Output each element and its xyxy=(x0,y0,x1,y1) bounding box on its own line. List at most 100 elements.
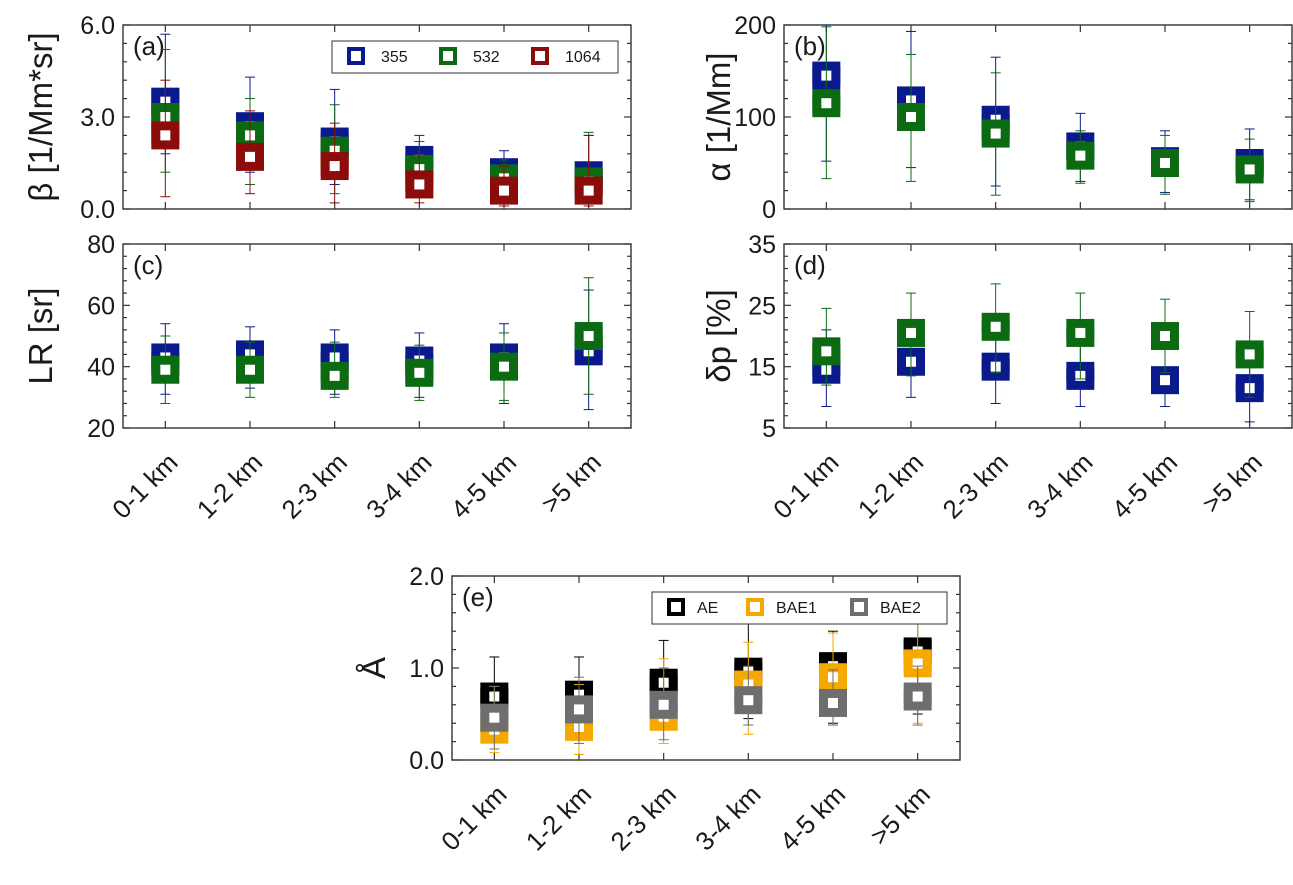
panel-d-category-label: 3-4 km xyxy=(1021,447,1098,524)
median-marker-center xyxy=(1160,331,1170,341)
panel-d-box-532 xyxy=(1151,298,1179,374)
panel-e-category-label: 3-4 km xyxy=(689,779,766,856)
panel-c-box-532 xyxy=(320,341,349,398)
panel-e-box-BAE2 xyxy=(819,669,847,726)
panel-b-ytick-label: 200 xyxy=(734,12,776,40)
legend-a-swatch-1064 xyxy=(531,47,549,65)
median-marker-center xyxy=(743,695,754,706)
panel-a-ytick-label: 3.0 xyxy=(80,104,115,132)
panel-a-ytick-label: 0.0 xyxy=(80,196,115,224)
panel-d-ylabel: δp [%] xyxy=(700,289,737,383)
panel-d-ytick-label: 5 xyxy=(762,415,776,443)
legend-a: 355 532 1064 xyxy=(331,40,619,74)
panel-d-category-label: 2-3 km xyxy=(937,447,1014,524)
median-marker-center xyxy=(990,321,1001,332)
panel-b-box-532 xyxy=(1151,134,1179,195)
panel-b-ytick-label: 100 xyxy=(734,104,776,132)
legend-e-swatch-bae1 xyxy=(746,598,764,616)
median-marker-center xyxy=(499,185,509,196)
panel-d-category-label: 1-2 km xyxy=(852,447,929,524)
panel-b-box-532 xyxy=(1235,138,1264,203)
median-marker-center xyxy=(245,151,255,162)
panel-c-category-label: 2-3 km xyxy=(276,447,353,524)
panel-a-box-1064 xyxy=(490,165,518,207)
panel-e-box-BAE1 xyxy=(903,621,932,724)
legend-e-swatch-bae2 xyxy=(850,598,868,616)
panel-b-box-532 xyxy=(897,53,925,182)
panel-d-label: (d) xyxy=(794,250,826,280)
panel-e-box-BAE2 xyxy=(903,665,932,726)
panel-d-category-label: 0-1 km xyxy=(767,447,844,524)
panel-c-category-label: >5 km xyxy=(535,447,607,519)
panel-e-box-BAE2 xyxy=(734,665,763,726)
median-marker-center xyxy=(414,179,425,190)
median-marker-center xyxy=(1075,150,1086,161)
panel-d-frame xyxy=(783,243,1293,429)
panel-c-box-532 xyxy=(151,335,180,404)
median-marker-center xyxy=(583,331,594,341)
panel-c-category-label: 1-2 km xyxy=(191,447,268,524)
panel-d-box-355 xyxy=(1151,347,1179,408)
panel-c-label: (c) xyxy=(133,250,163,280)
legend-a-label-1064: 1064 xyxy=(565,49,601,66)
panel-e-ytick-label: 2.0 xyxy=(409,563,444,591)
panel-e-category-label: 1-2 km xyxy=(520,779,597,856)
legend-e: AE BAE1 BAE2 xyxy=(651,591,948,625)
panel-e-box-BAE2 xyxy=(649,667,678,741)
legend-a-swatch-355 xyxy=(347,47,365,65)
median-marker-center xyxy=(160,130,171,141)
median-marker-center xyxy=(1160,375,1170,386)
median-marker-center xyxy=(821,98,832,109)
panel-e-ytick-label: 0.0 xyxy=(409,747,444,775)
panel-c-frame xyxy=(122,243,632,429)
median-marker-center xyxy=(329,161,340,172)
median-marker-center xyxy=(245,364,255,375)
panel-c-ytick-label: 60 xyxy=(87,292,115,320)
panel-b-ytick-label: 0 xyxy=(762,196,776,224)
median-marker-center xyxy=(906,327,916,338)
median-marker-center xyxy=(906,112,916,122)
panel-b-label: (b) xyxy=(794,31,826,61)
panel-c-box-532 xyxy=(236,341,264,398)
panel-e-category-label: 4-5 km xyxy=(774,779,851,856)
median-marker-center xyxy=(990,128,1001,139)
legend-e-label-bae2: BAE2 xyxy=(880,600,921,617)
median-marker-center xyxy=(329,370,340,381)
panel-e-box-BAE2 xyxy=(565,676,593,744)
median-marker-center xyxy=(1160,158,1170,168)
median-marker-center xyxy=(912,658,923,669)
panel-e-ytick-label: 1.0 xyxy=(409,655,444,683)
panel-a-box-1064 xyxy=(151,79,180,198)
panel-b-box-532 xyxy=(981,72,1010,196)
median-marker-center xyxy=(414,367,425,378)
legend-a-frame xyxy=(331,40,619,74)
panel-e-category-label: 0-1 km xyxy=(435,779,512,856)
median-marker-center xyxy=(821,346,832,357)
panel-c-ytick-label: 20 xyxy=(87,415,115,443)
panel-a-box-1064 xyxy=(405,153,434,204)
panel-d-box-532 xyxy=(1235,310,1264,398)
panel-e-category-label: >5 km xyxy=(864,779,936,851)
panel-e-label: (e) xyxy=(462,582,494,612)
panel-c-category-label: 3-4 km xyxy=(360,447,437,524)
panel-c-category-label: 4-5 km xyxy=(445,447,522,524)
panel-d-ytick-label: 15 xyxy=(748,354,776,382)
panel-c-box-532 xyxy=(574,277,603,395)
legend-a-swatch-532 xyxy=(439,47,457,65)
panel-b-box-532 xyxy=(812,26,841,180)
legend-e-label-ae: AE xyxy=(697,600,718,617)
panel-a-ylabel: β [1/Mm*sr] xyxy=(22,32,59,201)
median-marker-center xyxy=(489,712,500,723)
panel-a-ytick-label: 6.0 xyxy=(80,12,115,40)
legend-e-label-bae1: BAE1 xyxy=(776,600,817,617)
panel-e-box-BAE2 xyxy=(480,685,509,750)
panel-c-category-label: 0-1 km xyxy=(106,447,183,524)
median-marker-center xyxy=(912,691,923,702)
median-marker-center xyxy=(499,361,509,372)
panel-d-ytick-label: 35 xyxy=(748,231,776,259)
median-marker-center xyxy=(574,704,584,715)
panel-a-box-1064 xyxy=(574,134,603,207)
legend-e-frame xyxy=(651,591,948,625)
median-marker-center xyxy=(658,699,669,710)
median-marker-center xyxy=(160,364,171,375)
